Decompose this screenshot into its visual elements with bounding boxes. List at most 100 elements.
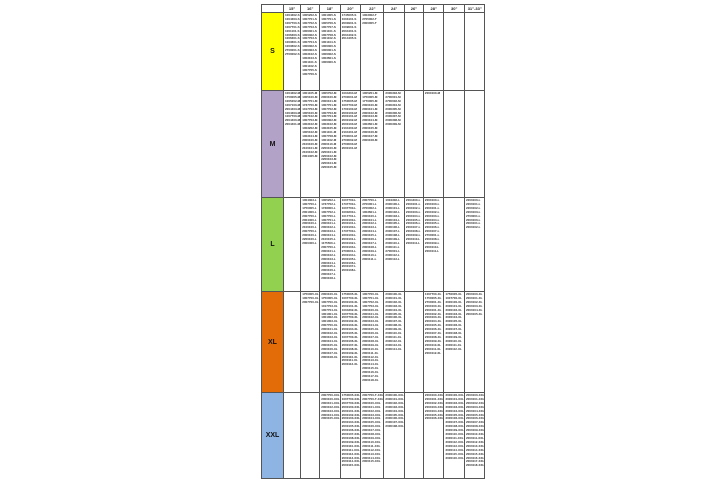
product-code: 2000115-XXL (465, 451, 485, 456)
product-code: 1006302-S (302, 44, 317, 49)
product-code: 2007700-T-XXL (362, 393, 384, 397)
product-code: 1750005-L (302, 205, 317, 210)
product-code: 2700002-M (341, 137, 357, 142)
product-code: 2000110-M (321, 141, 337, 146)
product-code: 2000103-M (362, 114, 378, 119)
product-code: 2000101-XL (321, 327, 338, 332)
code-list: 1004302-S 1004303-S 1007700-S 1007701-S 1001… (285, 14, 300, 57)
product-code: 2000112-XL (341, 362, 359, 367)
product-code: 2000105-XXL (465, 412, 485, 417)
product-code: 2705002-T (362, 16, 377, 21)
code-list: 1001105-M 1005100-M 1007701-M 1737700-M 1017… (302, 92, 319, 159)
product-code: 2000104-XXL (341, 420, 361, 425)
product-code: 2000101-L (341, 237, 357, 242)
corner-cell (261, 4, 284, 13)
product-code: 2000102-XXL (385, 400, 404, 405)
product-code: 2000113-L (385, 256, 400, 261)
product-code: 2004401-M (285, 122, 301, 127)
product-code: 2000116-XXL (445, 455, 464, 460)
product-code: 1005702-M (321, 91, 337, 95)
product-code: 2700001-S (285, 48, 300, 53)
code-cell: 1005202-L 1737702-L 1738000-L 1007702-L 1007… (319, 197, 341, 292)
product-code: 2700002-M (385, 98, 401, 103)
product-code: 2000101-L (424, 205, 440, 210)
product-code: 2000108-L (321, 276, 336, 281)
product-code: 2000108-XL (362, 338, 379, 343)
size-label: L (270, 241, 275, 248)
product-code: 1737702-L (321, 201, 336, 206)
product-code: 2000113-XL (385, 342, 402, 347)
product-code: 2000108-XL (321, 354, 338, 359)
product-code: 2004400-L (302, 217, 317, 222)
code-list (405, 92, 422, 93)
product-code: 2000107-XL (385, 319, 402, 324)
product-code: 1737700-M (302, 102, 318, 107)
product-code: 2700001-L (465, 213, 481, 218)
product-code: 2000105-XL (321, 342, 338, 347)
product-code: 1001102-M (321, 137, 337, 142)
product-code: 1007700-XL (445, 295, 462, 300)
product-code: 2000115-XXL (362, 459, 381, 464)
product-code: 2000110-XL (445, 338, 462, 343)
product-code: 2000114-XL (362, 362, 379, 367)
product-code: 2000101-L (362, 217, 377, 222)
product-code: 2000101-M (362, 106, 378, 111)
product-code: 2000103-L (362, 225, 377, 230)
product-code: 1750005-XL (321, 295, 338, 300)
product-code: 2700003-M (341, 141, 357, 146)
product-code: 2000102-XXL (465, 400, 485, 405)
product-code: 2000108-XXL (465, 424, 485, 429)
product-code: 2000101-L (405, 201, 421, 206)
product-code: 2000107-M (362, 133, 378, 138)
product-code: 2000110-L (385, 240, 400, 245)
product-code: 2000105-XL (465, 311, 483, 316)
product-code: 2000107-L (405, 225, 421, 230)
product-code: 2000111-XXL (341, 447, 360, 452)
product-code: 2100105-L (321, 237, 336, 242)
product-code: 2000100-XL (465, 292, 483, 296)
product-code: 2000105-XL (385, 311, 402, 316)
product-code: 1003102-M (321, 122, 337, 127)
product-code: 2200100-M (321, 145, 337, 150)
product-code: 2007700-XL (341, 315, 359, 320)
product-code: 2004402-S (341, 32, 357, 37)
product-code: 2000104-XXL (321, 412, 340, 417)
product-code: 1003105-M (321, 126, 337, 131)
product-code: 2000110-XXL (362, 439, 381, 444)
product-code: 1006300-S (321, 44, 336, 49)
code-list: 2007700-T-XXL 2007700-T-XXL 2000100-XXL 200… (362, 393, 384, 465)
product-code: 2000105-M (362, 126, 378, 131)
product-code: 2000100-M (362, 102, 378, 107)
product-code: 1017703-XL (321, 303, 338, 308)
code-list: 2000303-M 2700001-M 2700002-M 2000304-M 2000… (385, 92, 404, 128)
product-code: 1003601-M (362, 122, 378, 127)
product-code: 2000109-XL (424, 338, 442, 343)
product-code: 1003103-S (302, 55, 317, 60)
product-code: 2200102-L (465, 205, 481, 210)
product-code: 1003601-S (321, 55, 336, 60)
product-code: 2000102-XL (362, 315, 379, 320)
product-code: 2000108-XL (445, 331, 462, 336)
product-code: 2200105-M (321, 165, 337, 170)
product-code: 2000107-XXL (341, 432, 361, 437)
product-code: 2000100-XL (362, 307, 379, 312)
product-code: 2200100-L (341, 233, 357, 238)
product-code: 1700100-M (341, 106, 357, 111)
code-cell: 1007700-L 1737700-L 1007700-L 1000200-L 1017… (339, 197, 362, 292)
code-list: 1004302-L 2000100-L 2000101-L 2000102-L 2000… (385, 199, 404, 262)
product-code: 2007700-XL (321, 323, 338, 328)
product-code: 1007700-XL (321, 299, 338, 304)
product-code: 2000103-XL (445, 311, 462, 316)
product-code: 2000109-XXL (465, 428, 485, 433)
product-code: 1006302-S (321, 52, 336, 57)
size-label-cell: M (261, 90, 284, 198)
product-code: 2000106-L (424, 225, 440, 230)
product-code: 1005202-L (321, 198, 336, 202)
product-code: 2000101-L (321, 221, 336, 226)
product-code: 2000104-XXL (385, 408, 404, 413)
product-code: 2000103-L (385, 213, 400, 218)
size-row: S 1004302-S 1004303-S 1007700-S 1007701-S 100… (261, 12, 486, 91)
product-code: 1007700-XL (362, 292, 379, 296)
product-code: 2000109-XL (385, 327, 402, 332)
product-code: 2000104-L (321, 233, 336, 238)
